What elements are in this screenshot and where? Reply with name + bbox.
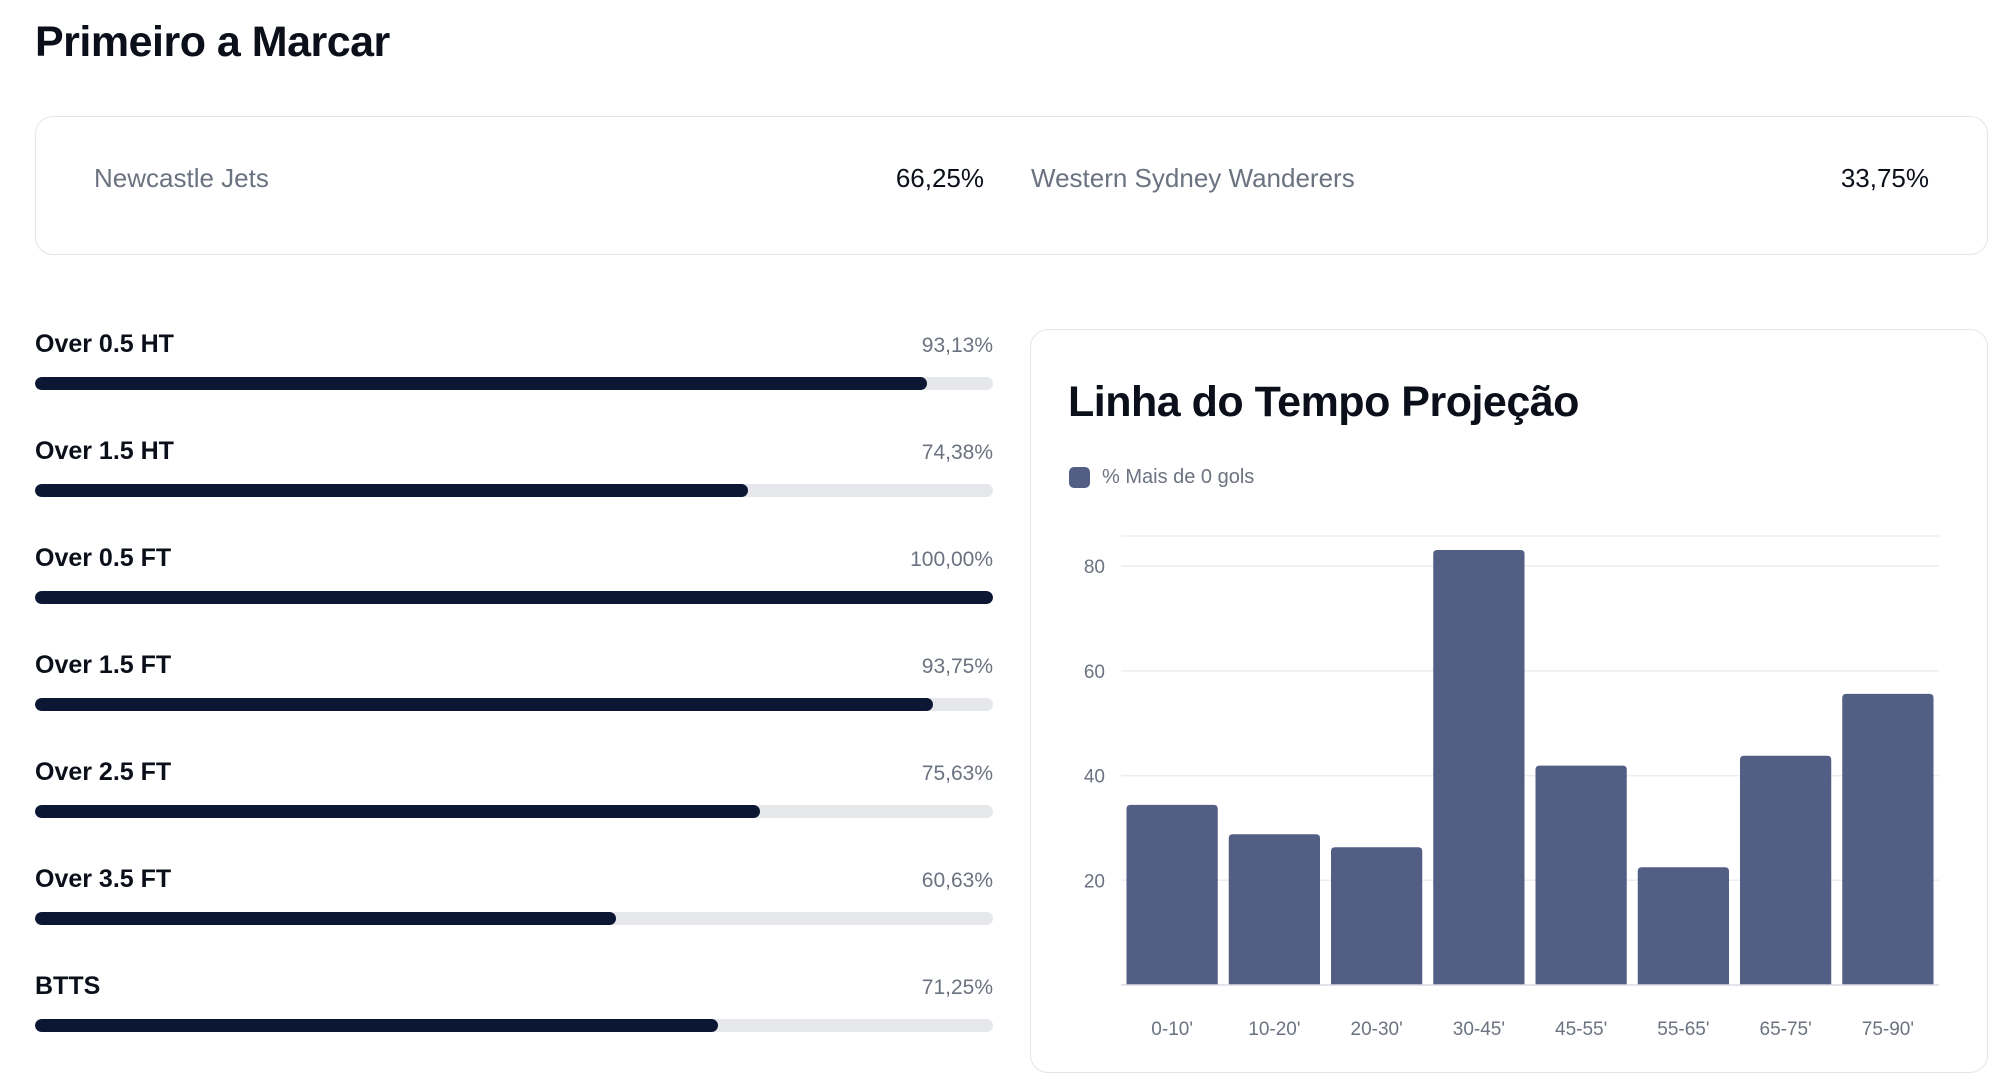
market-row: Over 1.5 HT 74,38% bbox=[35, 437, 993, 544]
market-progress-track bbox=[35, 484, 993, 497]
home-team-name: Newcastle Jets bbox=[94, 163, 269, 193]
goal-markets-list: Over 0.5 HT 93,13% Over 1.5 HT 74,38% Ov… bbox=[35, 330, 993, 1079]
market-percent: 71,25% bbox=[921, 976, 993, 999]
y-tick-label: 40 bbox=[1084, 767, 1105, 788]
x-tick-label: 0-10' bbox=[1151, 1019, 1193, 1040]
x-tick-label: 45-55' bbox=[1555, 1019, 1607, 1040]
first-scorer-card: Newcastle Jets 66,25% Western Sydney Wan… bbox=[35, 116, 1988, 255]
market-label: BTTS bbox=[35, 972, 101, 1000]
market-label: Over 1.5 FT bbox=[35, 651, 172, 679]
market-label: Over 0.5 HT bbox=[35, 330, 174, 358]
market-progress-fill bbox=[35, 1019, 718, 1032]
chart-bar[interactable] bbox=[1433, 549, 1525, 985]
y-tick-label: 80 bbox=[1084, 557, 1105, 578]
market-percent: 93,13% bbox=[921, 334, 993, 357]
market-row: BTTS 71,25% bbox=[35, 972, 993, 1079]
x-tick-label: 20-30' bbox=[1351, 1019, 1403, 1040]
market-label: Over 2.5 FT bbox=[35, 758, 172, 786]
market-percent: 100,00% bbox=[910, 548, 993, 571]
market-label: Over 1.5 HT bbox=[35, 437, 174, 465]
legend-label: % Mais de 0 gols bbox=[1102, 466, 1255, 488]
chart-bar[interactable] bbox=[1740, 755, 1832, 985]
x-tick-label: 55-65' bbox=[1657, 1019, 1709, 1040]
away-team-name: Western Sydney Wanderers bbox=[1031, 163, 1355, 193]
market-progress-fill bbox=[35, 805, 760, 818]
market-label: Over 0.5 FT bbox=[35, 544, 172, 572]
chart-bar[interactable] bbox=[1637, 867, 1729, 985]
market-progress-track bbox=[35, 912, 993, 925]
home-team-percent: 66,25% bbox=[895, 163, 984, 193]
y-tick-label: 60 bbox=[1084, 662, 1105, 683]
market-progress-track bbox=[35, 698, 993, 711]
chart-bar[interactable] bbox=[1842, 693, 1934, 985]
market-progress-fill bbox=[35, 698, 934, 711]
legend-swatch bbox=[1069, 467, 1090, 488]
market-percent: 60,63% bbox=[921, 869, 993, 892]
away-team-percent: 33,75% bbox=[1840, 163, 1929, 193]
x-tick-label: 10-20' bbox=[1248, 1019, 1300, 1040]
market-progress-fill bbox=[35, 912, 616, 925]
market-progress-fill bbox=[35, 591, 993, 604]
y-tick-label: 20 bbox=[1084, 871, 1105, 892]
market-progress-track bbox=[35, 377, 993, 390]
chart-bar[interactable] bbox=[1331, 847, 1423, 985]
timeline-bar-chart: 20 40 60 80 0-10' 10-20' 20-30' 30-45' 45-55' 55-… bbox=[1084, 535, 1939, 1040]
x-tick-label: 75-90' bbox=[1862, 1019, 1914, 1040]
chart-bar[interactable] bbox=[1228, 834, 1320, 985]
market-row: Over 0.5 FT 100,00% bbox=[35, 544, 993, 651]
chart-bar[interactable] bbox=[1535, 765, 1627, 985]
market-row: Over 2.5 FT 75,63% bbox=[35, 758, 993, 865]
market-percent: 74,38% bbox=[921, 441, 993, 464]
market-progress-track bbox=[35, 805, 993, 818]
x-tick-label: 65-75' bbox=[1760, 1019, 1812, 1040]
chart-bar[interactable] bbox=[1126, 804, 1218, 985]
chart-title: Linha do Tempo Projeção bbox=[1068, 378, 1579, 426]
chart-legend[interactable]: % Mais de 0 gols bbox=[1069, 466, 1254, 489]
market-progress-track bbox=[35, 591, 993, 604]
market-percent: 93,75% bbox=[921, 655, 993, 678]
page-title: Primeiro a Marcar bbox=[35, 18, 390, 66]
market-row: Over 0.5 HT 93,13% bbox=[35, 330, 993, 437]
market-row: Over 1.5 FT 93,75% bbox=[35, 651, 993, 758]
market-progress-fill bbox=[35, 377, 928, 390]
market-progress-fill bbox=[35, 484, 748, 497]
market-label: Over 3.5 FT bbox=[35, 865, 172, 893]
market-row: Over 3.5 FT 60,63% bbox=[35, 865, 993, 972]
timeline-chart-card: Linha do Tempo Projeção % Mais de 0 gols… bbox=[1030, 329, 1988, 1073]
market-percent: 75,63% bbox=[921, 762, 993, 785]
market-progress-track bbox=[35, 1019, 993, 1032]
x-tick-label: 30-45' bbox=[1453, 1019, 1505, 1040]
